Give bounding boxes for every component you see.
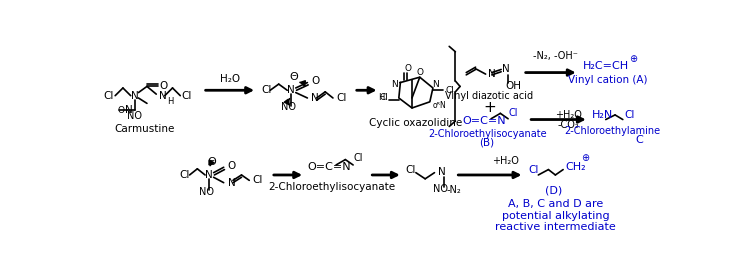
- Text: N: N: [228, 178, 235, 188]
- Text: O=C=N: O=C=N: [308, 162, 351, 172]
- Text: 2-Chloroethylisocyanate: 2-Chloroethylisocyanate: [268, 182, 396, 192]
- Text: Cl: Cl: [509, 108, 519, 118]
- Text: N: N: [488, 69, 495, 79]
- Text: Cl: Cl: [261, 85, 271, 95]
- Text: -N₂, -OH⁻: -N₂, -OH⁻: [533, 51, 578, 61]
- Text: CH₂: CH₂: [566, 162, 586, 172]
- Text: reactive intermediate: reactive intermediate: [495, 222, 616, 232]
- Text: +H₂O: +H₂O: [555, 110, 582, 120]
- Text: O: O: [228, 161, 236, 171]
- Text: H: H: [379, 93, 385, 102]
- Text: N: N: [502, 64, 510, 75]
- Text: Θ: Θ: [290, 72, 299, 82]
- Text: Cl: Cl: [182, 91, 192, 101]
- Text: OH: OH: [505, 81, 521, 91]
- Text: O: O: [311, 76, 320, 86]
- Text: N: N: [311, 93, 319, 103]
- Text: Carmustine: Carmustine: [115, 124, 175, 134]
- Text: N: N: [159, 91, 167, 101]
- Text: Cl: Cl: [179, 170, 190, 180]
- Text: NO: NO: [281, 102, 296, 112]
- Text: Cl: Cl: [406, 164, 416, 175]
- Text: Cl: Cl: [624, 110, 635, 120]
- Text: H: H: [167, 96, 173, 105]
- Text: O: O: [416, 68, 423, 77]
- Text: N: N: [391, 80, 397, 89]
- Text: Θ: Θ: [207, 157, 216, 167]
- Text: C: C: [635, 135, 643, 145]
- Text: H₂O: H₂O: [220, 74, 240, 84]
- Text: NO: NO: [433, 184, 448, 194]
- Text: (D): (D): [545, 185, 562, 195]
- Text: -CO₂: -CO₂: [558, 120, 579, 130]
- Text: ⊕: ⊕: [629, 54, 637, 64]
- FancyArrowPatch shape: [209, 160, 213, 166]
- Text: Cl: Cl: [103, 91, 114, 101]
- Text: ⊕: ⊕: [581, 153, 590, 163]
- Text: N: N: [125, 105, 133, 115]
- Text: NO: NO: [127, 111, 142, 121]
- Text: Cl: Cl: [529, 164, 538, 175]
- Text: N: N: [287, 85, 295, 95]
- Text: Cl: Cl: [446, 86, 454, 95]
- Text: 2-Chloroethylisocyanate: 2-Chloroethylisocyanate: [428, 129, 547, 139]
- Text: Cl: Cl: [380, 93, 389, 102]
- Text: potential alkylating: potential alkylating: [501, 211, 609, 221]
- Text: +: +: [483, 101, 496, 115]
- Text: O: O: [118, 106, 124, 115]
- Text: N: N: [205, 170, 213, 180]
- Text: 2-Chloroethylamine: 2-Chloroethylamine: [564, 126, 660, 136]
- Text: H₂C=CH: H₂C=CH: [583, 61, 629, 71]
- Text: O: O: [159, 81, 167, 91]
- Text: Cl: Cl: [354, 153, 363, 163]
- Text: -N₂: -N₂: [447, 185, 461, 195]
- Text: Vinyl cation (A): Vinyl cation (A): [568, 75, 647, 85]
- FancyArrowPatch shape: [284, 99, 290, 104]
- Text: Cl: Cl: [336, 93, 346, 103]
- Text: oᴿN: oᴿN: [433, 101, 446, 110]
- FancyArrowPatch shape: [300, 81, 305, 86]
- Text: H₂N: H₂N: [592, 110, 613, 120]
- Text: +H₂O: +H₂O: [492, 156, 519, 166]
- Text: N: N: [438, 167, 446, 177]
- Text: N: N: [432, 80, 439, 89]
- Text: (B): (B): [480, 138, 495, 148]
- Text: Vinyl diazotic acid: Vinyl diazotic acid: [446, 91, 534, 101]
- Text: NO: NO: [199, 187, 214, 197]
- Text: Cl: Cl: [253, 175, 262, 185]
- Text: N: N: [131, 91, 139, 101]
- Text: O: O: [405, 64, 412, 73]
- Text: O=C=N: O=C=N: [462, 116, 506, 126]
- Text: Cyclic oxazolidine: Cyclic oxazolidine: [369, 118, 462, 128]
- Text: A, B, C and D are: A, B, C and D are: [507, 199, 603, 209]
